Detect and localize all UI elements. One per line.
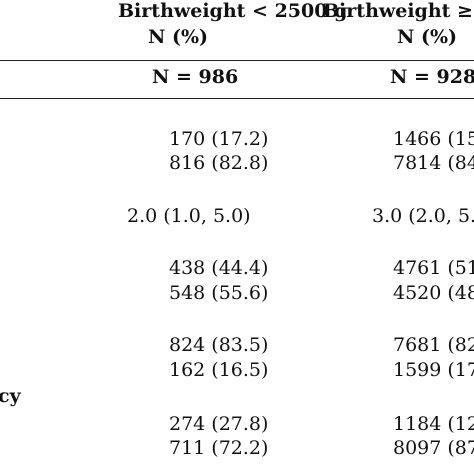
table-cell: 8097 (87.2	[393, 437, 474, 459]
col1-total: N = 986	[152, 66, 239, 88]
table-cell: 711 (72.2)	[169, 437, 269, 459]
table-cell: 1599 (17.2	[393, 359, 474, 381]
col2-header-unit: N (%)	[397, 26, 458, 48]
table-cell: 438 (44.4)	[169, 257, 269, 279]
table-cell: 7814 (84.2	[393, 152, 474, 174]
table-cell: 7681 (82.8	[393, 334, 474, 356]
table-cell: 4520 (48.7	[393, 282, 474, 304]
table-cell: 816 (82.8)	[169, 152, 269, 174]
totals-rule	[0, 98, 474, 99]
table-cell: 548 (55.6)	[169, 282, 269, 304]
table-cell: 170 (17.2)	[169, 128, 269, 150]
table-cell: 1184 (12.8	[393, 413, 474, 435]
table-cell: 1466 (15.8	[393, 128, 474, 150]
table-cell: 4761 (51.3	[393, 257, 474, 279]
header-rule	[0, 60, 474, 61]
table-cell: 162 (16.5)	[169, 359, 269, 381]
table-cell: 274 (27.8)	[169, 413, 269, 435]
col1-header-title: Birthweight < 2500 g	[118, 0, 348, 22]
row-label: cy	[0, 385, 21, 407]
table-cell: 824 (83.5)	[169, 334, 269, 356]
table-cell: 3.0 (2.0, 5.0	[372, 205, 474, 227]
table-cell: 2.0 (1.0, 5.0)	[127, 205, 251, 227]
col2-header-title: Birthweight ≥	[323, 0, 473, 22]
col1-header-unit: N (%)	[148, 26, 209, 48]
